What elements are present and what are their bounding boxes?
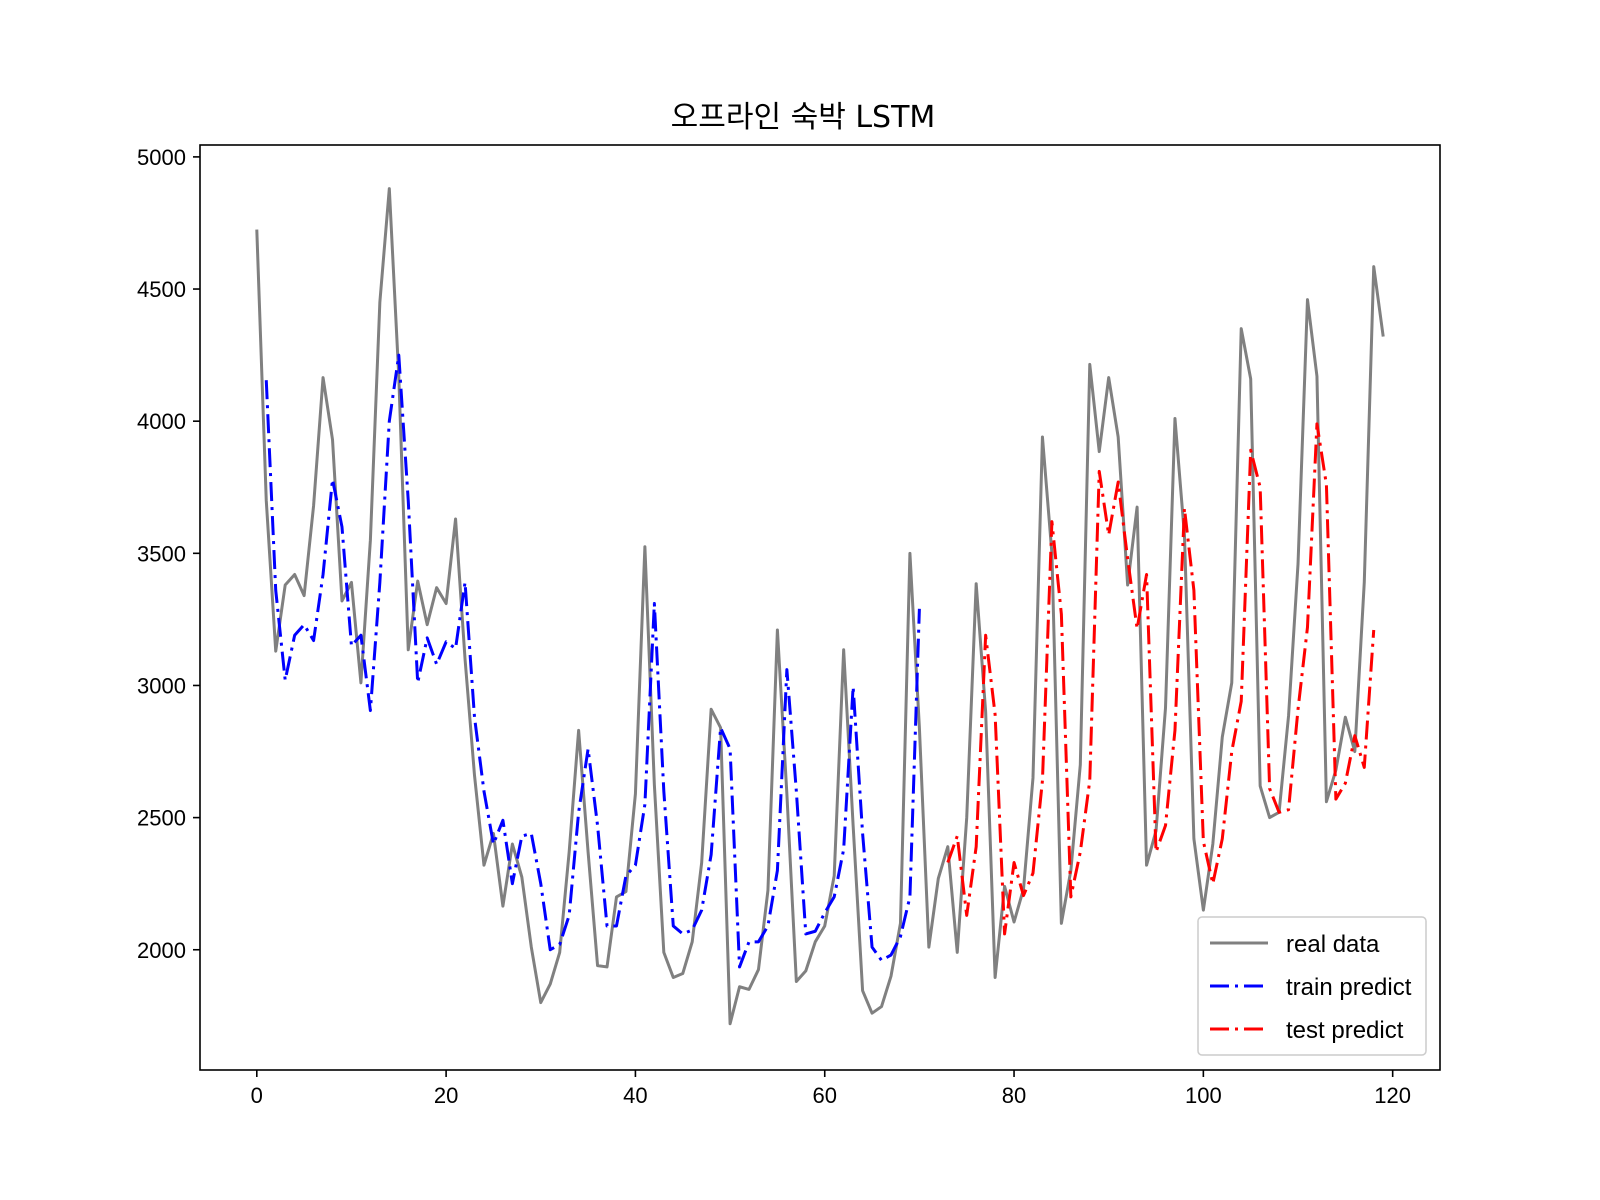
x-tick-label: 40	[623, 1083, 647, 1108]
x-tick-label: 120	[1374, 1083, 1411, 1108]
legend-label-test-predict: test predict	[1286, 1017, 1404, 1044]
x-tick-label: 20	[434, 1083, 458, 1108]
legend-box	[1197, 916, 1427, 1056]
plot-frame	[199, 144, 1441, 1071]
y-tick-label: 3000	[137, 673, 186, 698]
y-tick-label: 4000	[137, 409, 186, 434]
y-tick-label: 4500	[137, 277, 186, 302]
y-axis: 2000 2500 3000 3500 4000 4500 5000	[137, 145, 200, 963]
series-line-real-data	[255, 187, 1385, 1026]
x-tick-label: 0	[251, 1083, 263, 1108]
series-layer	[255, 187, 1385, 1026]
x-axis: 0 20 40 60 80 100 120	[251, 1070, 1411, 1108]
series-line-test-predict	[946, 422, 1376, 936]
y-tick-label: 5000	[137, 145, 186, 170]
series-line-train-predict	[264, 353, 921, 969]
y-tick-label: 2500	[137, 806, 186, 831]
legend-label-train-predict: train predict	[1286, 974, 1412, 1001]
chart-title: 오프라인 숙박 LSTM	[671, 100, 936, 135]
y-tick-label: 2000	[137, 938, 186, 963]
x-tick-label: 80	[1002, 1083, 1026, 1108]
x-tick-label: 60	[812, 1083, 836, 1108]
legend: real data train predict test predict	[1197, 916, 1427, 1056]
legend-label-real-data: real data	[1286, 931, 1380, 958]
x-tick-label: 100	[1185, 1083, 1222, 1108]
y-tick-label: 3500	[137, 541, 186, 566]
